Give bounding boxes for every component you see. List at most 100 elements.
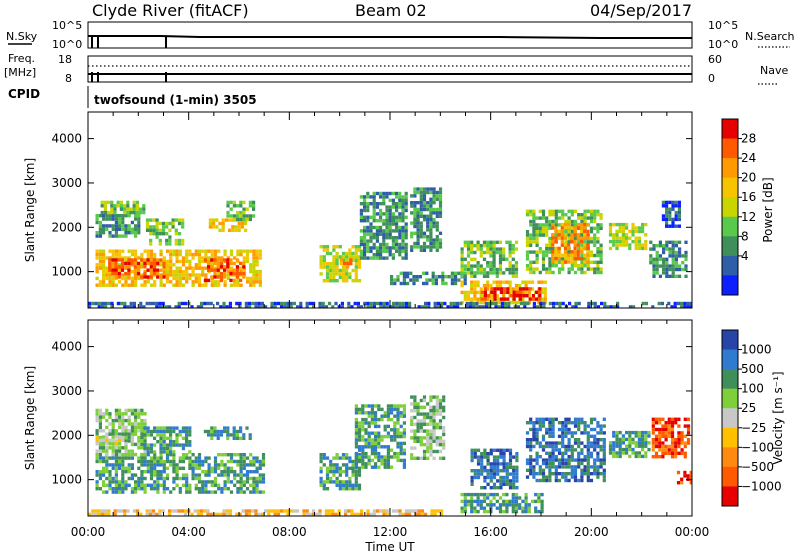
power-cell	[398, 242, 402, 247]
power-cell	[596, 264, 600, 268]
power-cell	[593, 243, 597, 247]
power-cell	[395, 219, 399, 223]
power-cell	[239, 214, 243, 218]
power-cell	[422, 218, 427, 222]
power-cell	[454, 281, 458, 286]
power-cell	[124, 261, 128, 266]
velocity-cell	[149, 470, 154, 474]
velocity-cell	[554, 441, 558, 445]
velocity-cell	[486, 469, 490, 473]
velocity-cell	[426, 412, 430, 416]
power-cell	[612, 222, 616, 227]
velocity-cell	[486, 496, 490, 500]
power-cell	[489, 294, 493, 298]
velocity-cell	[357, 466, 362, 470]
power-cell	[140, 263, 144, 267]
velocity-cell	[153, 466, 157, 470]
power-cell	[226, 210, 230, 215]
velocity-cell	[232, 433, 236, 437]
power-cell	[140, 258, 144, 262]
velocity-cell	[146, 443, 150, 447]
power-cell	[321, 301, 325, 306]
power-cell	[219, 261, 223, 266]
power-cell	[221, 225, 225, 229]
velocity-cell	[143, 456, 147, 460]
velocity-cell	[473, 506, 477, 510]
velocity-cell	[188, 487, 192, 491]
velocity-cell	[535, 472, 539, 476]
power-cell	[435, 214, 439, 218]
power-cell	[97, 301, 101, 306]
velocity-cell	[502, 462, 506, 466]
velocity-cell	[236, 490, 240, 494]
power-cell	[431, 275, 435, 279]
velocity-cell	[538, 441, 542, 445]
velocity-cell	[364, 451, 368, 456]
velocity-cell	[140, 480, 144, 484]
power-cell	[242, 259, 246, 264]
power-cell	[126, 305, 130, 308]
power-cell	[435, 248, 439, 252]
power-cell	[114, 214, 118, 218]
velocity-cell	[525, 441, 530, 445]
power-cell	[466, 264, 471, 268]
power-cell	[444, 275, 448, 279]
power-cell	[140, 256, 144, 260]
velocity-cell	[169, 459, 173, 464]
velocity-cell	[108, 429, 112, 433]
power-cell	[325, 275, 330, 279]
power-cell	[665, 221, 669, 225]
velocity-cell	[377, 445, 381, 449]
power-cell	[498, 280, 503, 284]
velocity-cell	[380, 455, 384, 459]
velocity-cell	[111, 480, 115, 484]
power-cell	[491, 301, 495, 306]
power-cell	[354, 258, 358, 262]
power-cell	[162, 283, 166, 287]
power-cell	[668, 250, 672, 255]
power-cell	[527, 290, 531, 295]
power-cell	[111, 276, 115, 281]
velocity-cell	[541, 444, 546, 449]
power-cell	[236, 210, 240, 215]
power-cell	[554, 239, 558, 244]
power-cell	[130, 231, 134, 235]
velocity-cell	[586, 468, 590, 472]
power-cell	[188, 263, 192, 267]
power-cell	[538, 297, 542, 301]
velocity-cell	[364, 465, 368, 469]
power-cell	[217, 280, 221, 284]
power-cell	[215, 218, 219, 222]
power-cell	[161, 228, 166, 232]
power-cell	[325, 268, 330, 273]
power-cell	[143, 261, 147, 266]
velocity-cell	[162, 440, 166, 444]
power-cell	[338, 245, 342, 249]
power-cell	[348, 272, 352, 276]
power-cell	[114, 261, 118, 266]
velocity-cell	[532, 458, 536, 462]
power-cell	[248, 204, 252, 208]
power-cell	[425, 271, 429, 275]
power-cell	[94, 301, 98, 306]
velocity-cell	[580, 472, 584, 476]
velocity-cell	[399, 445, 403, 449]
power-cell	[98, 263, 102, 267]
power-cell	[538, 290, 542, 294]
power-cell	[213, 268, 217, 272]
velocity-cell	[127, 456, 131, 460]
power-colorbar-label: 28	[741, 132, 756, 146]
power-cell	[226, 269, 230, 274]
velocity-cell	[213, 490, 218, 494]
power-cell	[527, 294, 531, 298]
power-cell	[341, 268, 346, 273]
velocity-cell	[134, 418, 138, 423]
power-cell	[345, 272, 349, 276]
power-cell	[379, 253, 383, 257]
power-cell	[121, 249, 125, 253]
velocity-cell	[593, 448, 597, 452]
velocity-cell	[567, 478, 571, 483]
power-cell	[369, 236, 373, 240]
power-cell	[155, 305, 159, 308]
velocity-cell	[159, 446, 163, 451]
